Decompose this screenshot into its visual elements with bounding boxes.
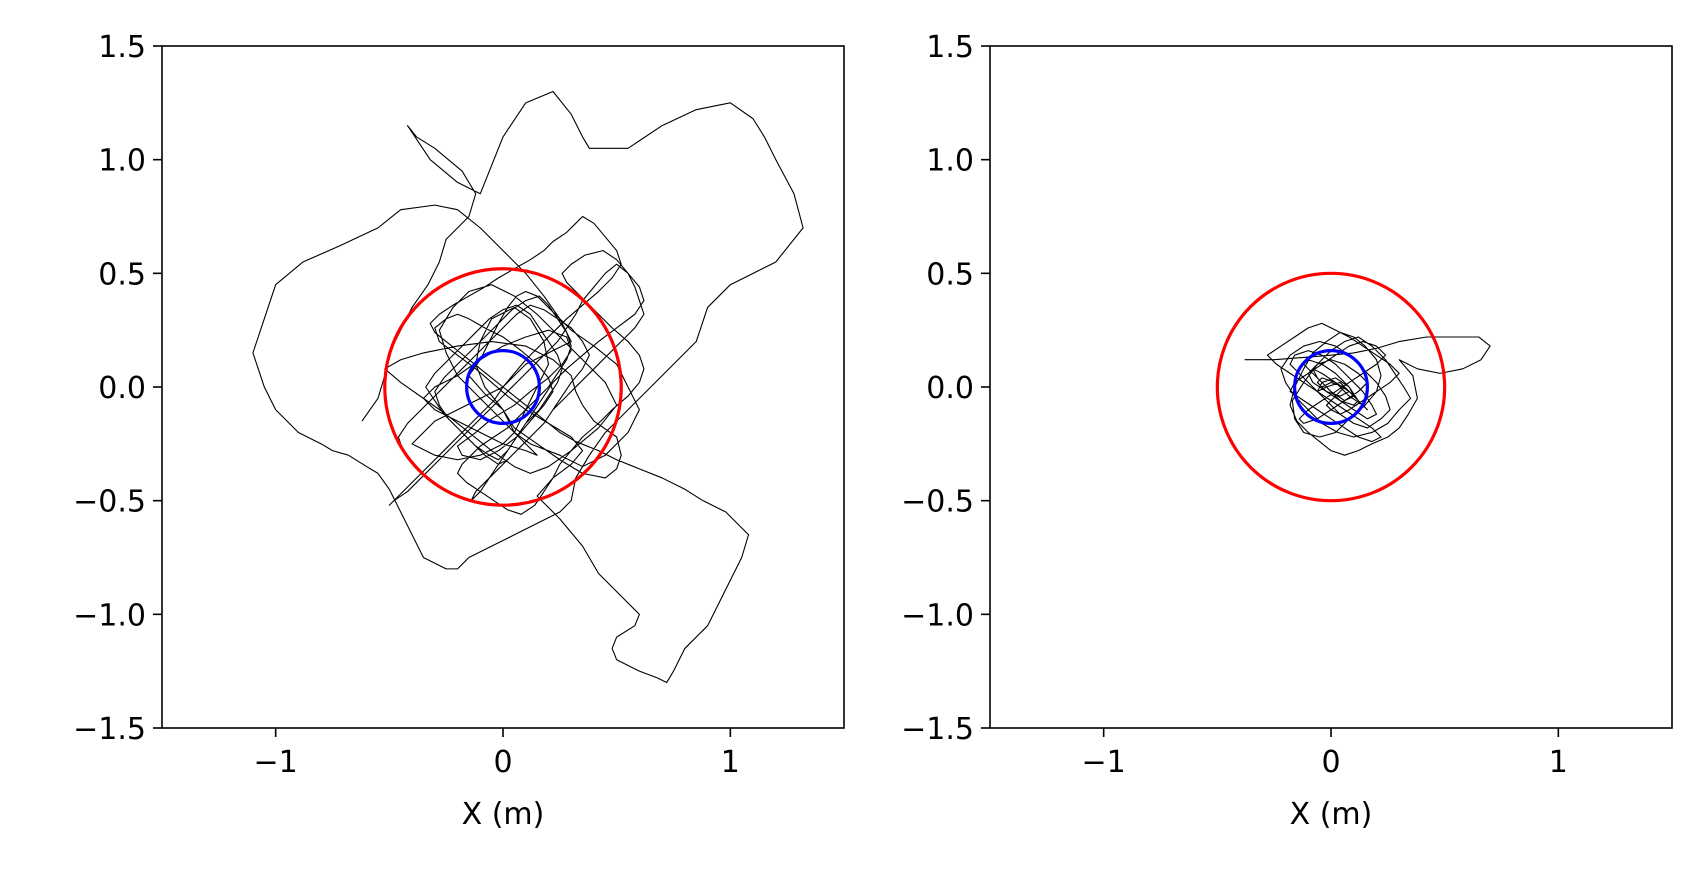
y-tick-label: 0.5 <box>926 257 974 292</box>
x-tick-label: −1 <box>1082 745 1126 780</box>
x-tick-label: 1 <box>721 745 740 780</box>
right-panel: −1 0 1 −1.5 −1.0 −0.5 0.0 0.5 1.0 1.5 X (m) <box>901 30 1673 832</box>
y-tick-label: −1.5 <box>901 712 974 747</box>
x-tick-label: 0 <box>1321 745 1340 780</box>
y-tick-label: −1.5 <box>73 712 146 747</box>
y-tick-label: −0.5 <box>73 485 146 520</box>
y-tick-label: 1.5 <box>98 30 146 65</box>
y-tick-label: −1.0 <box>901 598 974 633</box>
y-tick-label: 0.5 <box>98 257 146 292</box>
inner-circle <box>465 349 541 425</box>
inner-circle <box>1293 349 1369 425</box>
y-tick-label: 0.0 <box>98 371 146 406</box>
outer-circle <box>383 267 623 507</box>
x-axis-label: X (m) <box>462 797 545 832</box>
x-axis-label: X (m) <box>1290 797 1373 832</box>
y-tick-label: 1.5 <box>926 30 974 65</box>
y-tick-label: 1.0 <box>98 144 146 179</box>
trajectory-line <box>252 90 804 684</box>
left-panel: −1 0 1 −1.5 −1.0 −0.5 0.0 0.5 1.0 1.5 X (m) <box>73 30 845 832</box>
plot-area <box>1215 271 1491 503</box>
x-tick-label: −1 <box>254 745 298 780</box>
x-tick-label: 1 <box>1549 745 1568 780</box>
y-tick-label: 1.0 <box>926 144 974 179</box>
x-tick-label: 0 <box>493 745 512 780</box>
y-tick-label: 0.0 <box>926 371 974 406</box>
y-tick-label: −1.0 <box>73 598 146 633</box>
y-tick-label: −0.5 <box>901 485 974 520</box>
outer-circle <box>1215 271 1447 503</box>
plot-area <box>252 90 804 684</box>
